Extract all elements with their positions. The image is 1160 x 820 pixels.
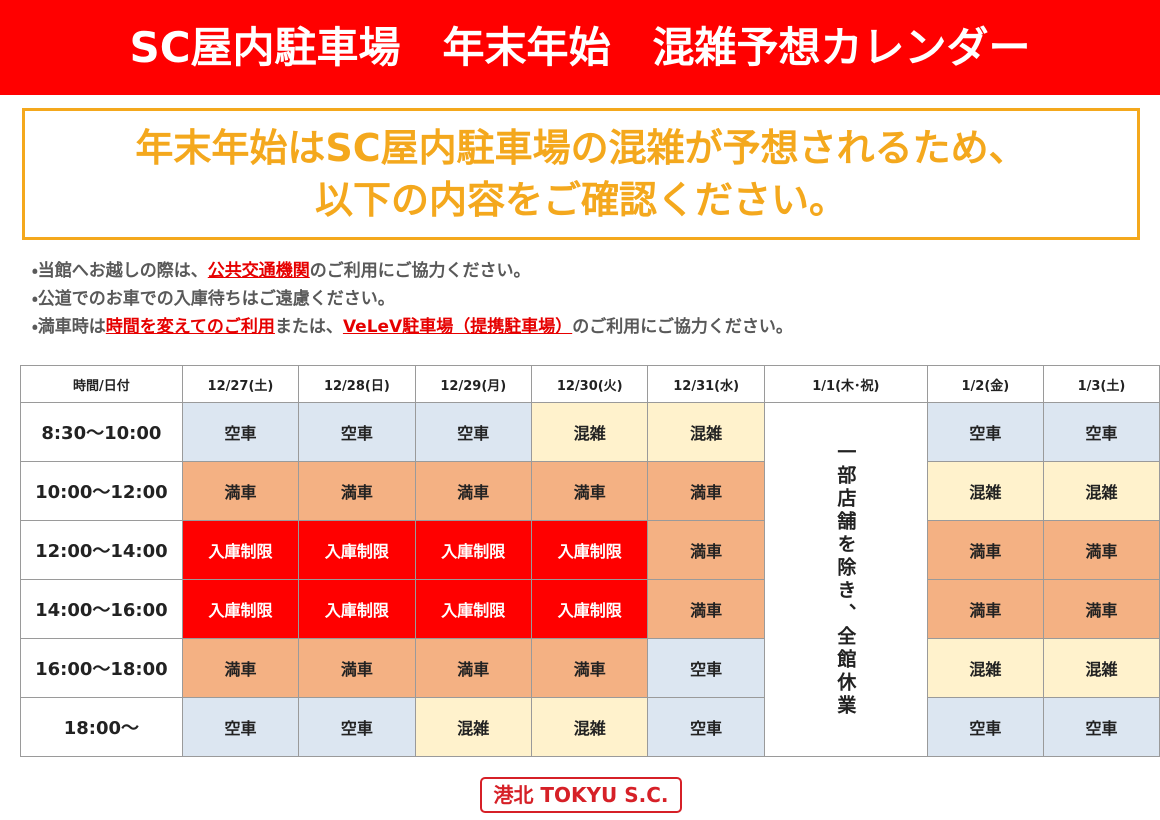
status-cell: 混雑: [1042, 638, 1160, 698]
status-cell: 入庫制限: [414, 579, 533, 639]
status-cell: 満車: [298, 461, 416, 521]
note-line: ・満車時は時間を変えてのご利用または、VeLeV駐車場（提携駐車場）のご利用にご…: [32, 313, 793, 341]
time-cell: 14:00～16:00: [20, 579, 183, 639]
status-cell: 満車: [926, 520, 1044, 580]
status-cell: 混雑: [414, 697, 533, 757]
column-header: 1/2(金): [926, 365, 1044, 403]
closed-text: 一部店舗を除き、全館休業: [834, 441, 857, 718]
status-cell: 満車: [531, 461, 649, 521]
status-cell: 満車: [414, 461, 533, 521]
status-cell: 入庫制限: [298, 579, 416, 639]
status-cell: 空車: [647, 638, 765, 698]
note-text: のご利用にご協力ください。: [572, 317, 793, 337]
status-cell: 混雑: [926, 461, 1044, 521]
status-cell: 満車: [1042, 579, 1160, 639]
column-header: 時間/日付: [20, 365, 183, 403]
status-cell: 空車: [926, 402, 1044, 462]
status-cell: 空車: [298, 402, 416, 462]
status-cell: 満車: [181, 638, 300, 698]
note-highlight: 公共交通機関: [207, 261, 310, 281]
time-cell: 16:00～18:00: [20, 638, 183, 698]
table-row: 16:00～18:00 満車 満車 満車 満車 空車 混雑 混雑: [20, 638, 1160, 698]
column-header: 12/28(日): [298, 365, 416, 403]
status-cell: 満車: [531, 638, 649, 698]
note-text: または、: [274, 317, 343, 337]
table-row: 14:00～16:00 入庫制限 入庫制限 入庫制限 入庫制限 満車 満車 満車: [20, 579, 1160, 639]
status-cell: 空車: [181, 402, 300, 462]
notes: ・当館へお越しの際は、公共交通機関のご利用にご協力ください。 ・公道でのお車での入…: [32, 257, 793, 341]
column-header: 12/30(火): [531, 365, 649, 403]
header-row: 時間/日付 12/27(土) 12/28(日) 12/29(月) 12/30(火) 12/…: [20, 365, 1160, 403]
note-text: ・満車時は: [32, 317, 106, 337]
time-cell: 18:00～: [20, 697, 183, 757]
status-cell: 空車: [1042, 402, 1160, 462]
status-cell: 空車: [647, 697, 765, 757]
status-cell: 空車: [298, 697, 416, 757]
table-row: 18:00～ 空車 空車 混雑 混雑 空車 空車 空車: [20, 697, 1160, 757]
status-cell: 空車: [1042, 697, 1160, 757]
status-cell: 混雑: [1042, 461, 1160, 521]
note-line: ・当館へお越しの際は、公共交通機関のご利用にご協力ください。: [32, 257, 793, 285]
closed-cell: 一部店舗を除き、全館休業: [763, 402, 928, 757]
status-cell: 空車: [181, 697, 300, 757]
time-cell: 8:30～10:00: [20, 402, 183, 462]
status-cell: 混雑: [926, 638, 1044, 698]
note-highlight: 時間を変えてのご利用: [105, 317, 275, 337]
column-header: 12/29(月): [414, 365, 533, 403]
status-cell: 混雑: [531, 697, 649, 757]
note-text: のご利用にご協力ください。: [309, 261, 531, 281]
column-header: 12/31(水): [647, 365, 765, 403]
status-cell: 混雑: [531, 402, 649, 462]
status-cell: 混雑: [647, 402, 765, 462]
title-banner: SC屋内駐車場 年末年始 混雑予想カレンダー: [0, 0, 1160, 95]
notice-line: 年末年始はSC屋内駐車場の混雑が予想されるため、: [135, 126, 1027, 170]
status-cell: 満車: [414, 638, 533, 698]
status-cell: 満車: [1042, 520, 1160, 580]
table-row: 10:00～12:00 満車 満車 満車 満車 満車 混雑 混雑: [20, 461, 1160, 521]
notice-box: 年末年始はSC屋内駐車場の混雑が予想されるため、 以下の内容をご確認ください。: [22, 108, 1140, 240]
status-cell: 入庫制限: [414, 520, 533, 580]
notice-line: 以下の内容をご確認ください。: [314, 178, 847, 222]
table-row: 12:00～14:00 入庫制限 入庫制限 入庫制限 入庫制限 満車 満車 満車: [20, 520, 1160, 580]
status-cell: 満車: [647, 579, 765, 639]
status-cell: 満車: [181, 461, 300, 521]
status-cell: 空車: [926, 697, 1044, 757]
status-cell: 満車: [647, 520, 765, 580]
column-header: 1/1(木･祝): [763, 365, 928, 403]
column-header: 12/27(土): [181, 365, 300, 403]
status-cell: 入庫制限: [531, 520, 649, 580]
logo: 港北 TOKYU S.C.: [480, 777, 682, 813]
status-cell: 入庫制限: [298, 520, 416, 580]
status-cell: 満車: [298, 638, 416, 698]
table-row: 8:30～10:00 空車 空車 空車 混雑 混雑 一部店舗を除き、全館休業 空車 空車: [20, 402, 1160, 757]
status-cell: 空車: [414, 402, 533, 462]
time-cell: 10:00～12:00: [20, 461, 183, 521]
note-text: ・当館へお越しの際は、: [32, 261, 208, 281]
column-header: 1/3(土): [1042, 365, 1160, 403]
time-cell: 12:00～14:00: [20, 520, 183, 580]
note-text: ・公道でのお車での入庫待ちはご遠慮ください。: [32, 289, 395, 309]
status-cell: 満車: [926, 579, 1044, 639]
status-cell: 入庫制限: [531, 579, 649, 639]
status-cell: 入庫制限: [181, 520, 300, 580]
note-highlight: VeLeV駐車場（提携駐車場）: [342, 317, 573, 337]
congestion-table: 時間/日付 12/27(土) 12/28(日) 12/29(月) 12/30(火) 12/…: [20, 365, 1160, 757]
status-cell: 入庫制限: [181, 579, 300, 639]
note-line: ・公道でのお車での入庫待ちはご遠慮ください。: [32, 285, 793, 313]
status-cell: 満車: [647, 461, 765, 521]
